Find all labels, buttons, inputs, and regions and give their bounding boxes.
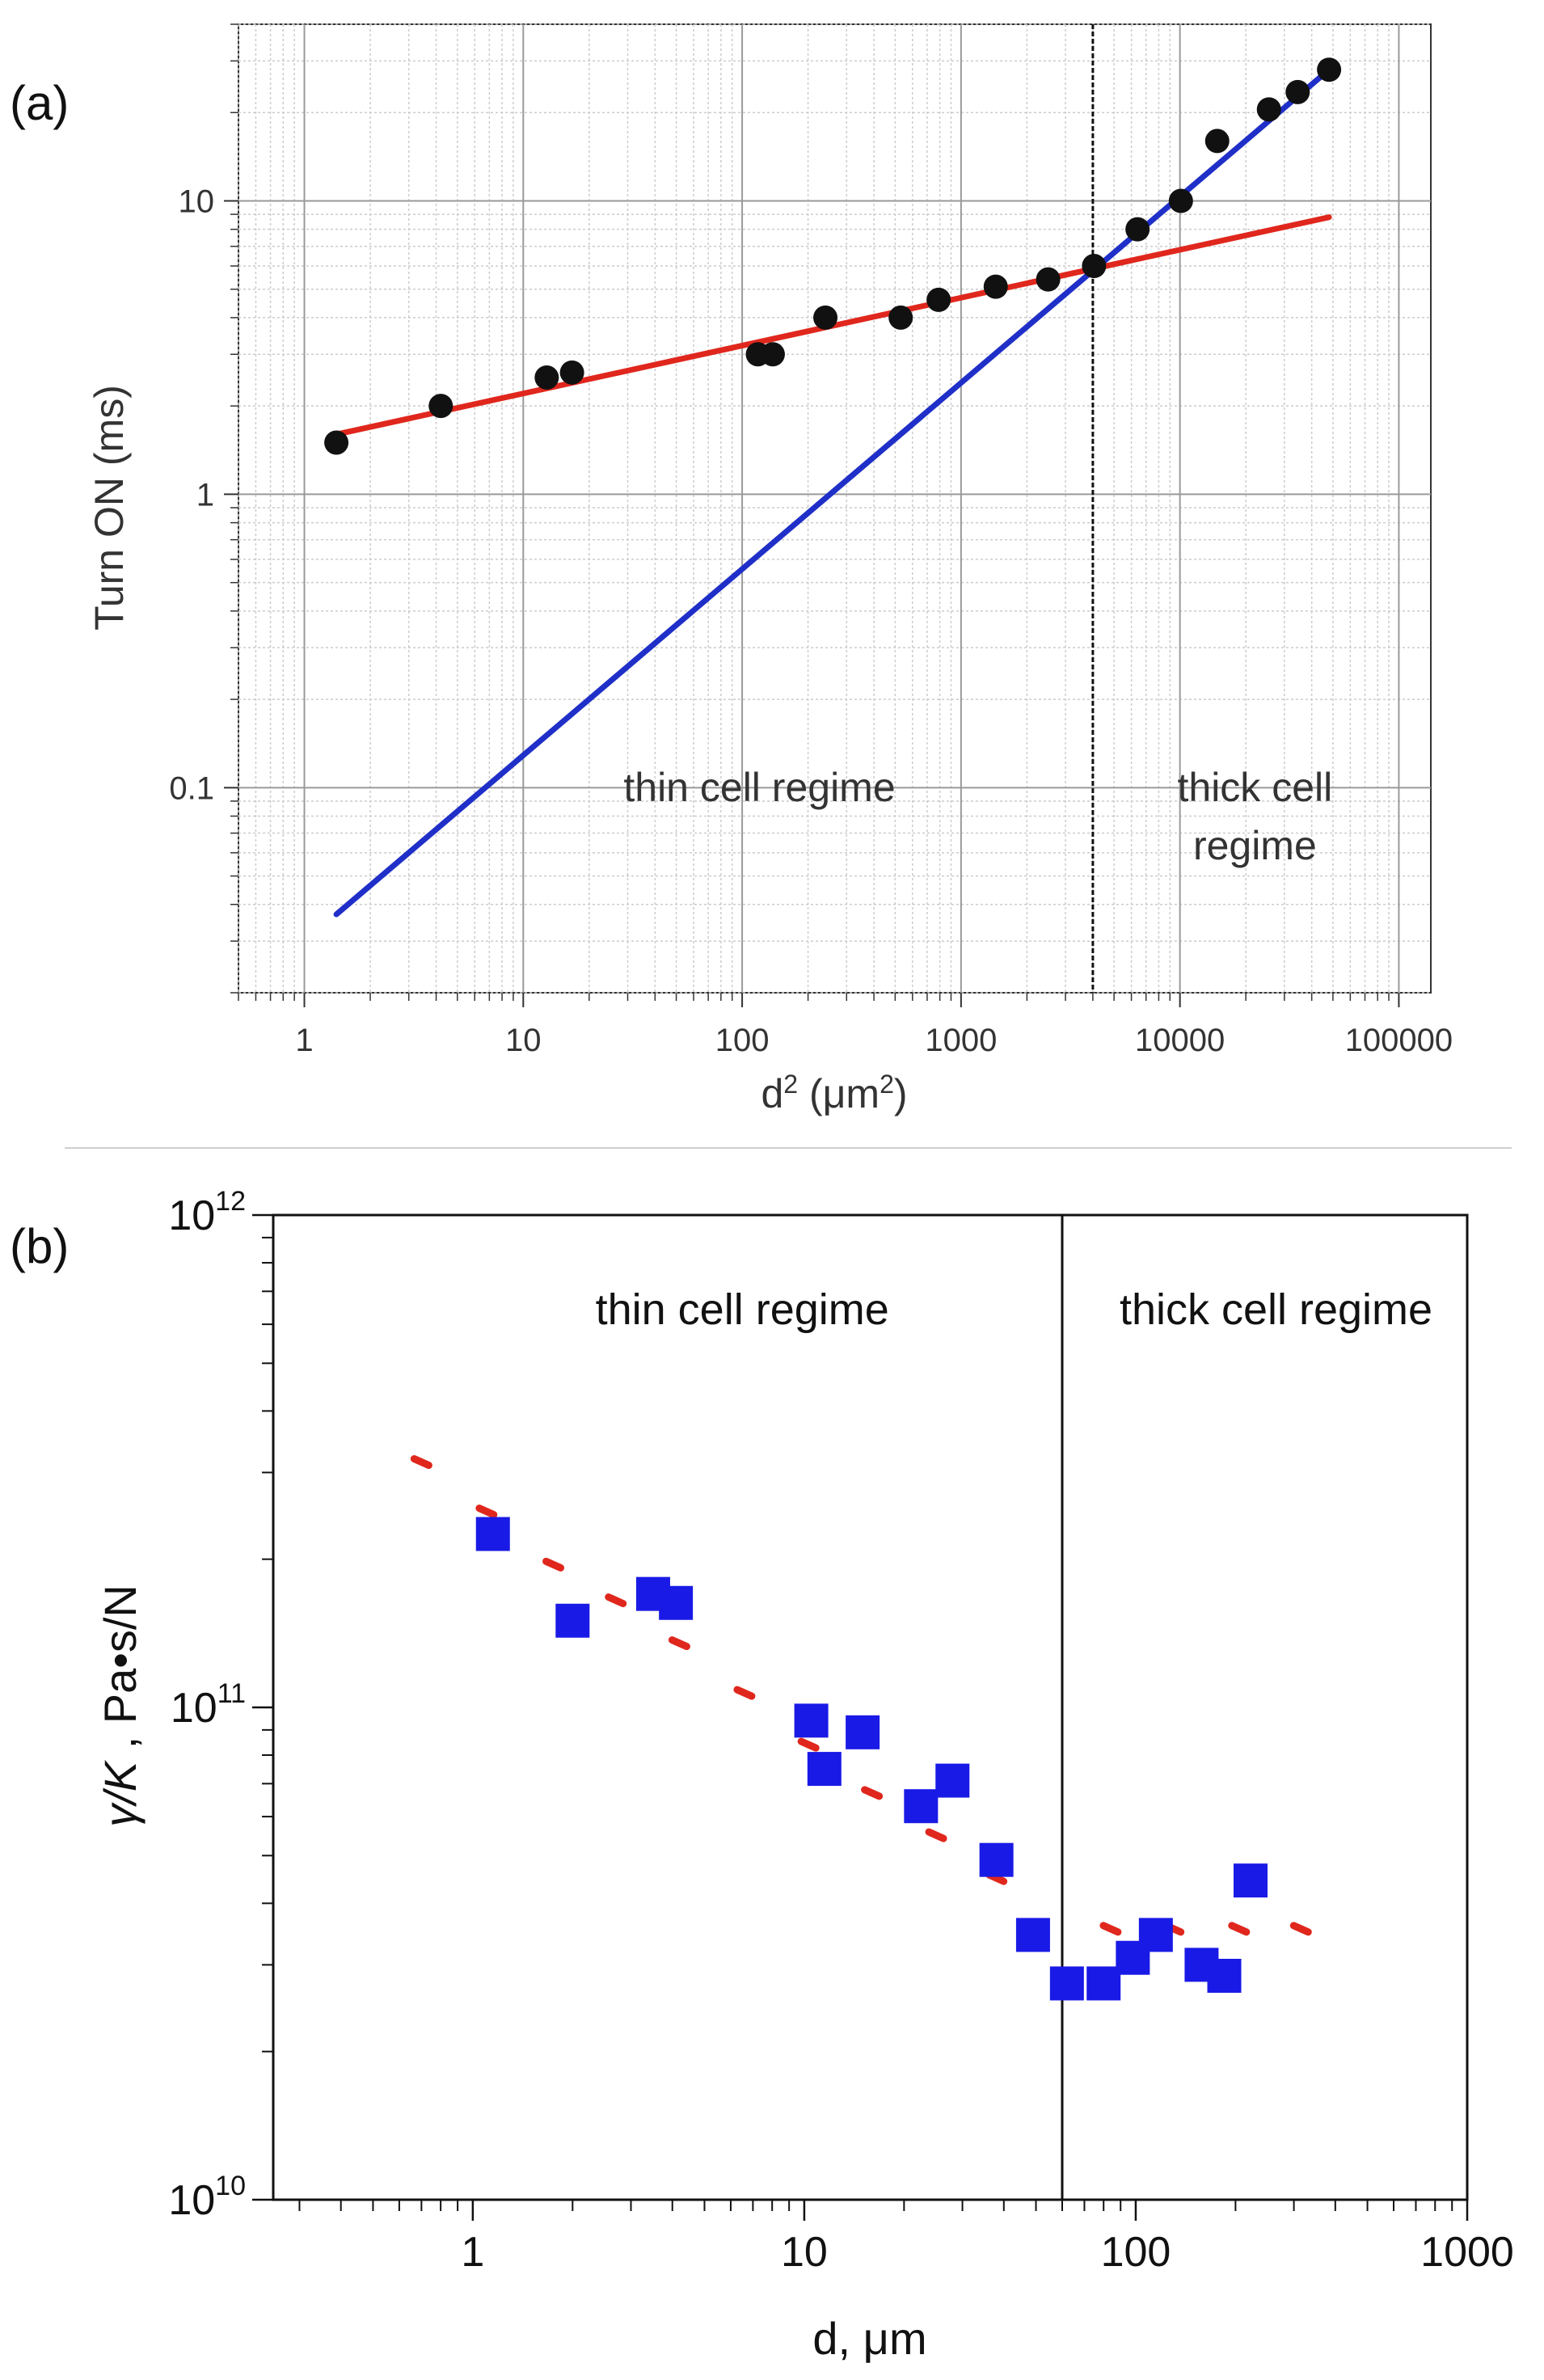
model-point <box>542 1557 565 1572</box>
y-tick-labels-b: 1010 1011 1012 <box>168 1186 246 2224</box>
x-tick-label: 10 <box>781 2229 828 2276</box>
data-point <box>1204 129 1230 154</box>
data-point <box>760 342 785 367</box>
y-tick-labels-a: 0.1 1 10 <box>169 184 214 806</box>
axis-ticks-a <box>224 23 1400 1007</box>
measured-point <box>935 1763 970 1798</box>
x-tick-label: 100 <box>1101 2229 1171 2276</box>
data-points-a <box>324 57 1342 455</box>
x-tick-labels-b: 1 10 100 1000 <box>461 2229 1513 2276</box>
regime-annotation: thin cell regime <box>596 1285 889 1334</box>
y-tick-label: 1 <box>196 477 214 513</box>
x-tick-label: 100000 <box>1345 1023 1453 1058</box>
y-tick-label: 0.1 <box>169 770 214 806</box>
model-point <box>605 1593 627 1608</box>
panel-label-b: (b) <box>10 1219 69 1273</box>
data-point <box>888 305 913 330</box>
fit-line <box>333 66 1332 918</box>
x-tick-label: 1 <box>295 1023 313 1058</box>
data-point <box>534 365 559 390</box>
y-axis-title-a: Turn ON (ms) <box>86 385 132 631</box>
x-tick-label: 1000 <box>1420 2229 1514 2276</box>
plot-area-b <box>272 1213 1469 2201</box>
measured-point <box>1138 1918 1173 1952</box>
measured-point <box>1207 1958 1242 1993</box>
regime-annotation: thick cell regime <box>1120 1285 1432 1334</box>
measured-point <box>1049 1966 1084 2001</box>
data-point <box>1285 79 1310 104</box>
model-point <box>861 1786 884 1800</box>
data-point <box>1168 188 1193 213</box>
measured-point <box>807 1752 842 1787</box>
y-tick-label: 1011 <box>171 1678 246 1732</box>
regime-annotation: thin cell regime <box>623 765 895 810</box>
chart-b: (b) 1 10 100 1000 1010 1011 1012 thin cell re… <box>10 1186 1514 2364</box>
measured-series-b <box>475 1517 1268 2001</box>
model-point <box>475 1504 498 1519</box>
model-point <box>1099 1922 1122 1936</box>
data-point <box>1125 217 1150 242</box>
x-tick-label: 1000 <box>925 1023 997 1058</box>
data-point <box>983 274 1008 299</box>
data-point <box>1317 57 1342 82</box>
x-tick-label: 10000 <box>1135 1023 1225 1058</box>
x-tick-labels-a: 1 10 100 1000 10000 100000 <box>295 1023 1453 1058</box>
y-tick-label: 10 <box>179 184 215 219</box>
model-point <box>1289 1922 1312 1936</box>
x-axis-title-b: d, μm <box>812 2313 926 2364</box>
measured-point <box>1015 1918 1050 1952</box>
measured-point <box>1233 1863 1268 1898</box>
regime-annotation: thick cell <box>1178 765 1333 810</box>
x-tick-label: 10 <box>505 1023 542 1058</box>
measured-point <box>904 1789 939 1824</box>
data-point <box>428 394 453 419</box>
data-point <box>559 360 584 385</box>
data-point <box>1256 97 1281 122</box>
x-axis-title-a: d2 (μm2) <box>761 1070 907 1116</box>
minor-grid-a <box>238 23 1431 994</box>
x-tick-label: 1 <box>461 2229 484 2276</box>
regime-annotations-a: thin cell regime thick cell regime <box>623 765 1332 868</box>
x-tick-label: 100 <box>715 1023 770 1058</box>
axis-ticks-b <box>252 1213 1469 2221</box>
chart-a: (a) 1 10 100 1000 10000 100000 0.1 1 10 thin ce… <box>10 23 1453 1116</box>
model-point <box>668 1636 690 1651</box>
model-point <box>410 1455 432 1470</box>
measured-point <box>979 1842 1014 1877</box>
data-point <box>324 430 349 455</box>
measured-point <box>794 1703 829 1738</box>
data-point <box>1082 254 1107 279</box>
model-point <box>925 1828 947 1842</box>
data-point <box>1036 267 1061 292</box>
measured-point <box>659 1585 694 1620</box>
model-point <box>1228 1922 1251 1936</box>
y-axis-title-b: γ/K , Pa•s/N <box>95 1585 146 1827</box>
measured-point <box>846 1715 880 1749</box>
major-grid-a <box>238 24 1431 993</box>
y-tick-label: 1012 <box>168 1186 246 1239</box>
measured-point <box>1086 1966 1121 2001</box>
model-point <box>733 1686 756 1700</box>
regime-annotation: regime <box>1193 823 1317 868</box>
measured-point <box>475 1517 510 1551</box>
data-point <box>813 305 838 330</box>
model-point <box>797 1737 820 1752</box>
model-series-b <box>410 1455 1312 1936</box>
panel-label-a: (a) <box>10 76 69 130</box>
y-tick-label: 1010 <box>168 2171 246 2224</box>
regime-annotations-b: thin cell regime thick cell regime <box>596 1285 1432 1334</box>
data-point <box>926 287 951 312</box>
measured-point <box>555 1603 590 1638</box>
